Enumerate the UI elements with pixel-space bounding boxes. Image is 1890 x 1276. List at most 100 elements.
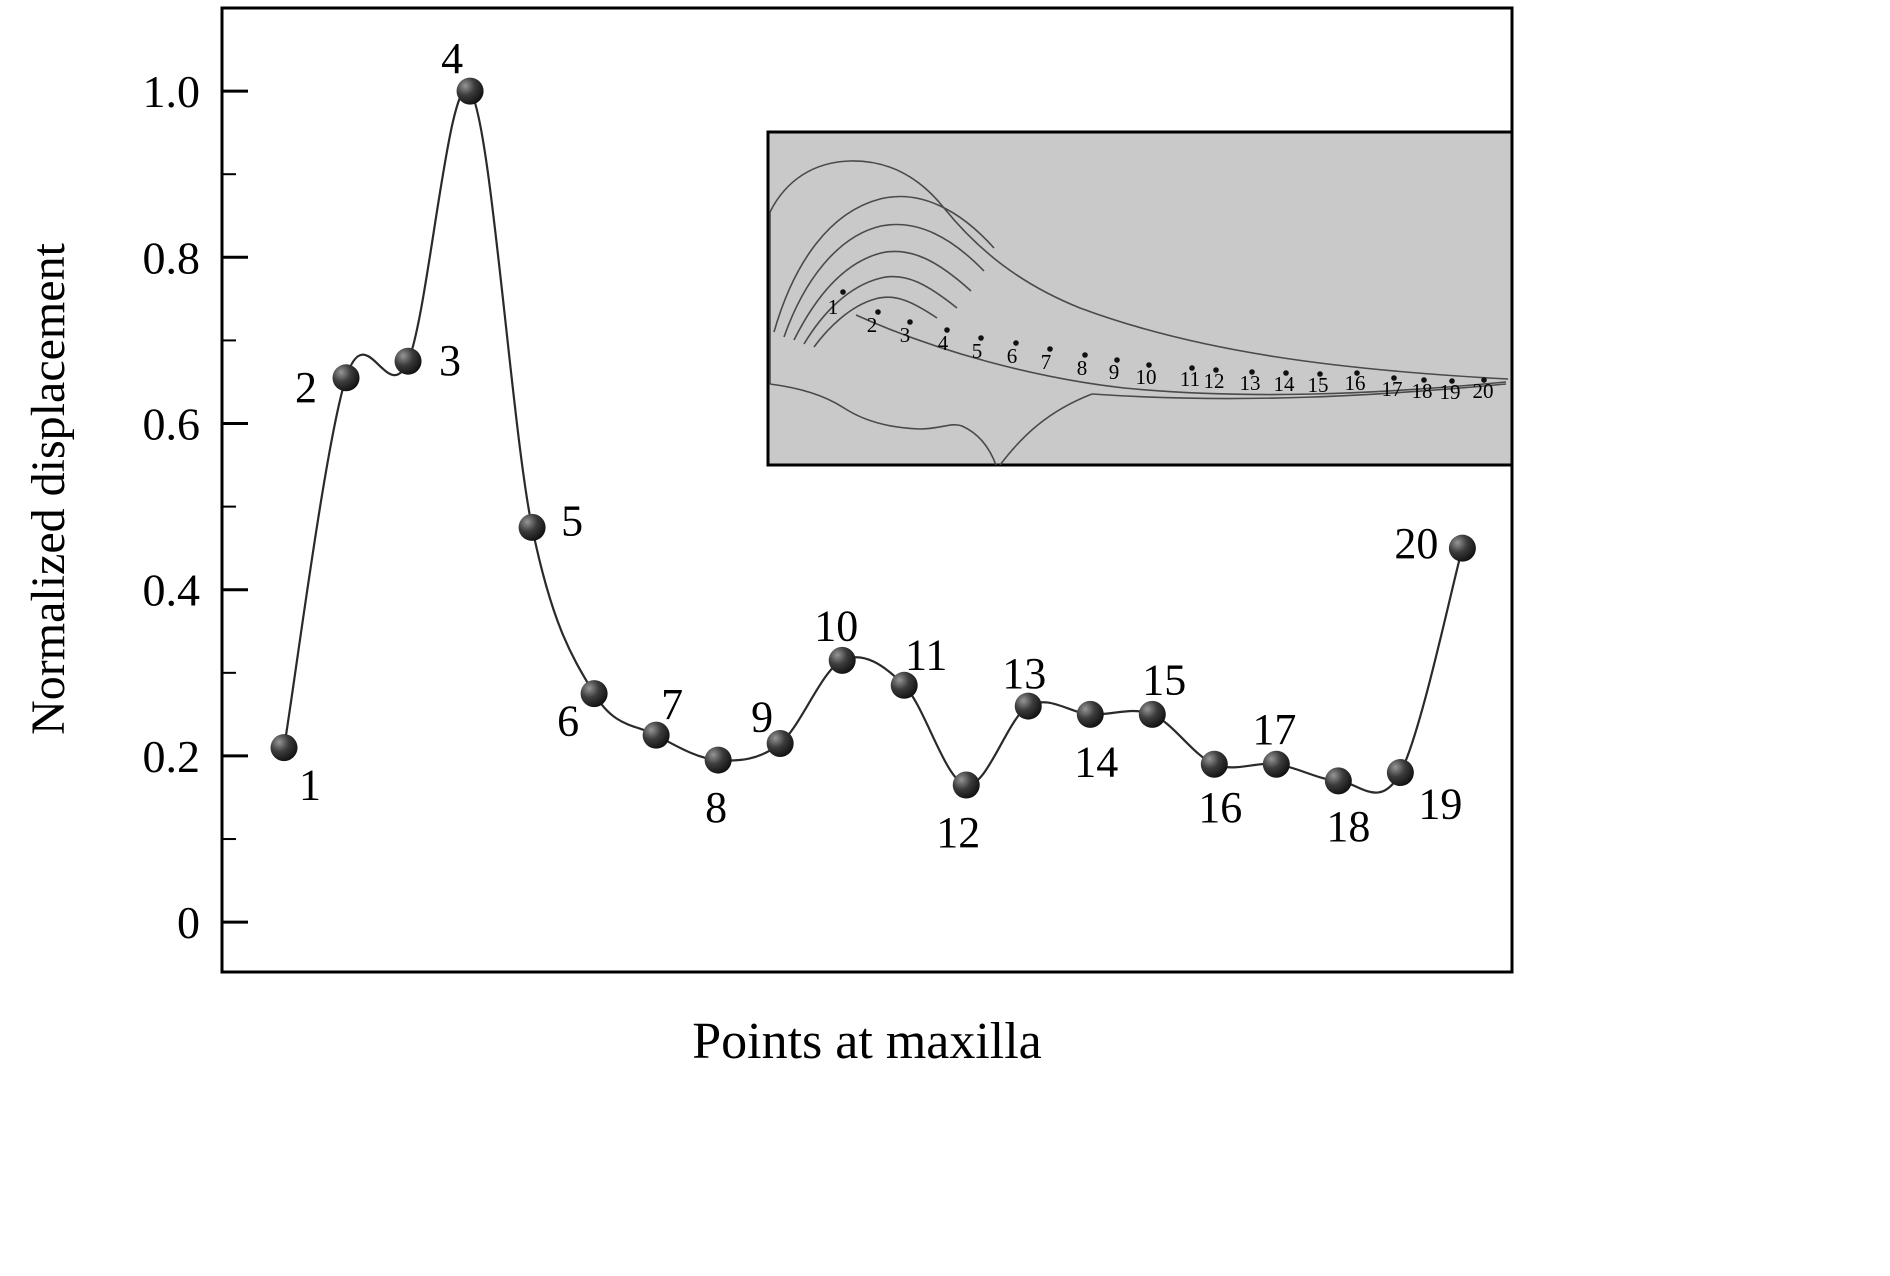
inset-point-label-4: 4 — [938, 331, 949, 355]
skull-outline-path — [813, 296, 938, 348]
inset-point-dot-18 — [1421, 377, 1427, 383]
point-label-5: 5 — [561, 496, 583, 545]
data-point-19 — [1386, 759, 1414, 787]
point-label-16: 16 — [1198, 783, 1242, 832]
inset-point-label-15: 15 — [1308, 373, 1329, 397]
skull-outline-path — [793, 250, 972, 341]
data-point-6 — [580, 680, 608, 708]
skull-outline-path — [855, 314, 1507, 396]
inset-point-dot-2 — [875, 309, 881, 315]
inset-point-label-11: 11 — [1180, 367, 1200, 391]
inset-point-dot-5 — [978, 335, 984, 341]
inset-point-dot-4 — [944, 327, 950, 333]
inset-point-dot-8 — [1082, 352, 1088, 358]
inset-point-dot-14 — [1283, 370, 1289, 376]
point-label-1: 1 — [299, 761, 321, 810]
data-point-18 — [1324, 767, 1352, 795]
point-label-11: 11 — [905, 630, 947, 679]
inset-point-dot-12 — [1213, 367, 1219, 373]
inset-point-label-12: 12 — [1204, 369, 1225, 393]
y-tick-label: 0 — [177, 897, 200, 948]
inset-point-label-6: 6 — [1007, 344, 1018, 368]
inset-point-label-18: 18 — [1412, 379, 1433, 403]
inset-point-label-8: 8 — [1077, 356, 1088, 380]
inset-point-label-16: 16 — [1345, 371, 1366, 395]
data-point-1 — [270, 734, 298, 762]
point-label-9: 9 — [751, 692, 773, 741]
data-point-9 — [766, 729, 794, 757]
inset-point-dot-16 — [1354, 370, 1360, 376]
point-label-20: 20 — [1394, 519, 1438, 568]
inset-point-dot-3 — [907, 319, 913, 325]
data-point-11 — [890, 671, 918, 699]
inset-point-label-7: 7 — [1041, 350, 1052, 374]
y-tick-label: 0.6 — [143, 399, 201, 450]
inset-point-label-10: 10 — [1136, 365, 1157, 389]
y-tick-label: 1.0 — [143, 66, 201, 117]
inset-point-dot-9 — [1114, 357, 1120, 363]
skull-outline-path — [773, 195, 995, 333]
y-axis-label: Normalized displacement — [22, 242, 75, 734]
data-point-8 — [704, 746, 732, 774]
inset-point-label-2: 2 — [867, 313, 878, 337]
inset-point-dot-7 — [1047, 346, 1053, 352]
point-label-15: 15 — [1142, 655, 1186, 704]
skull-outline-path — [783, 223, 985, 338]
x-axis-label: Points at maxilla — [692, 1013, 1042, 1070]
skull-inset: 12 3 4 5 6 7 8 9 10 11 12 13 14 15 16 17 18 19 20 — [766, 130, 1514, 467]
data-point-14 — [1076, 700, 1104, 728]
data-point-17 — [1262, 750, 1290, 778]
point-label-7: 7 — [661, 680, 683, 729]
inset-point-dot-17 — [1391, 375, 1397, 381]
inset-point-dot-11 — [1189, 365, 1195, 371]
point-label-13: 13 — [1002, 649, 1046, 698]
inset-point-label-19: 19 — [1440, 380, 1461, 404]
inset-point-dot-6 — [1013, 340, 1019, 346]
point-label-8: 8 — [705, 783, 727, 832]
inset-point-label-1: 1 — [828, 295, 839, 319]
y-tick-label: 0.4 — [143, 565, 201, 616]
inset-point-label-14: 14 — [1274, 372, 1296, 396]
point-label-12: 12 — [936, 808, 980, 857]
point-label-6: 6 — [557, 697, 579, 746]
inset-point-label-9: 9 — [1109, 360, 1120, 384]
inset-frame — [766, 130, 1514, 467]
point-label-18: 18 — [1326, 802, 1370, 851]
point-label-17: 17 — [1252, 705, 1296, 754]
skull-drawing: 12 3 4 5 6 7 8 9 10 11 12 13 14 15 16 17 18 19 20 — [769, 160, 1509, 465]
point-label-2: 2 — [295, 363, 317, 412]
data-point-4 — [456, 77, 484, 105]
inset-point-label-5: 5 — [972, 339, 983, 363]
y-tick-label: 0.8 — [143, 232, 201, 283]
data-point-2 — [332, 364, 360, 392]
skull-outline-path — [803, 275, 958, 345]
inset-point-dot-1 — [840, 289, 846, 295]
skull-outline-path — [769, 160, 1509, 380]
skull-outline-path — [1091, 383, 1507, 400]
inset-point-label-17: 17 — [1382, 377, 1403, 401]
inset-point-label-20: 20 — [1473, 379, 1494, 403]
data-point-13 — [1014, 692, 1042, 720]
point-label-3: 3 — [439, 336, 461, 385]
inset-point-dot-13 — [1249, 369, 1255, 375]
y-tick-label: 0.2 — [143, 731, 201, 782]
skull-outline-path — [999, 393, 1093, 465]
data-point-16 — [1200, 750, 1228, 778]
inset-point-dot-10 — [1146, 362, 1152, 368]
inset-point-dot-19 — [1449, 378, 1455, 384]
point-label-19: 19 — [1418, 780, 1462, 829]
data-point-3 — [394, 347, 422, 375]
data-point-20 — [1448, 534, 1476, 562]
skull-outline-path — [769, 383, 997, 465]
point-label-4: 4 — [441, 34, 463, 83]
data-point-7 — [642, 721, 670, 749]
inset-point-dot-15 — [1317, 371, 1323, 377]
point-label-10: 10 — [814, 601, 858, 650]
inset-point-dot-20 — [1481, 377, 1487, 383]
data-point-15 — [1138, 700, 1166, 728]
data-point-10 — [828, 646, 856, 674]
data-point-12 — [952, 771, 980, 799]
data-point-5 — [518, 513, 546, 541]
inset-point-label-13: 13 — [1240, 371, 1261, 395]
